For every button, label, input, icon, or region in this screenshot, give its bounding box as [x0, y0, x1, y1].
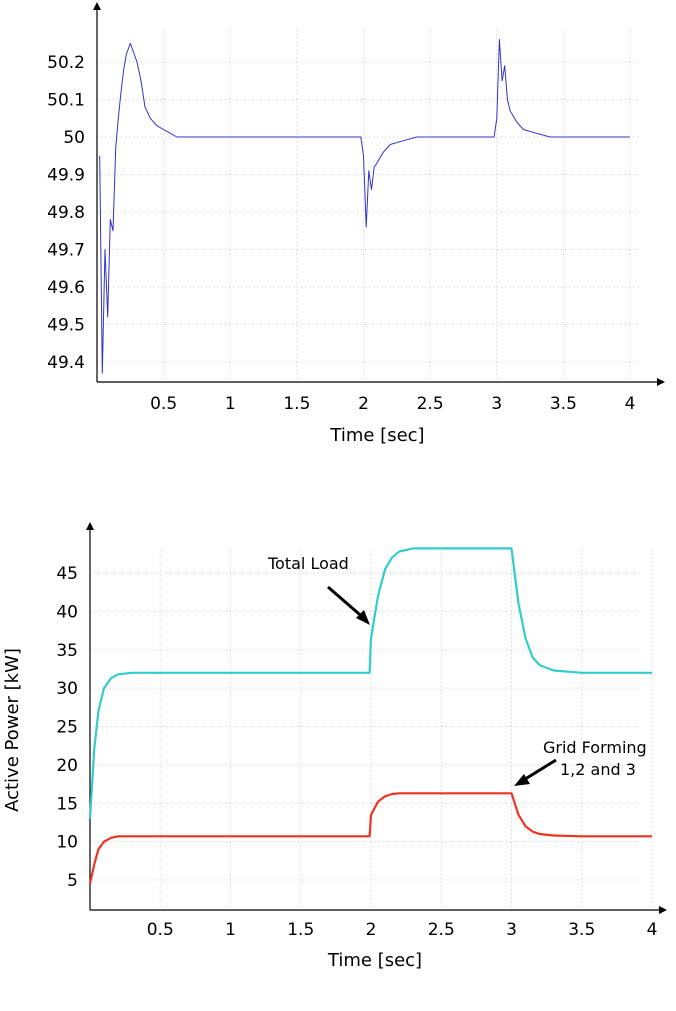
x-tick-label: 1.5 — [287, 920, 314, 940]
frequency-x-axis-arrow — [657, 378, 665, 386]
y-tick-label: 50 — [63, 128, 85, 148]
power-x-axis-label: Time [sec] — [327, 950, 422, 971]
power-grid — [90, 550, 653, 910]
frequency-x-axis-label: Time [sec] — [329, 425, 424, 446]
x-tick-label: 2.5 — [428, 920, 455, 940]
y-tick-label: 50.1 — [47, 91, 85, 111]
power-annotations: Total Load Grid Forming 1,2 and 3 — [267, 554, 647, 786]
annotation-grid-forming-arrow — [521, 758, 557, 783]
frequency-y-axis-arrow — [93, 2, 101, 10]
y-tick-label: 49.7 — [47, 241, 85, 261]
annotation-grid-forming-line2: 1,2 and 3 — [560, 760, 636, 779]
x-tick-label: 3 — [491, 394, 502, 414]
annotation-total-load: Total Load — [267, 554, 349, 573]
x-tick-label: 3.5 — [550, 394, 577, 414]
y-tick-label: 5 — [67, 871, 78, 891]
annotation-arrowhead — [356, 610, 370, 625]
y-tick-label: 25 — [56, 718, 78, 738]
annotation-grid-forming-line1: Grid Forming — [543, 738, 647, 757]
x-tick-label: 2 — [358, 394, 369, 414]
y-tick-label: 35 — [56, 641, 78, 661]
x-tick-label: 4 — [647, 920, 658, 940]
y-tick-label: 50.2 — [47, 53, 85, 73]
y-tick-label: 45 — [56, 564, 78, 584]
x-tick-label: 2 — [366, 920, 377, 940]
y-tick-label: 10 — [56, 833, 78, 853]
frequency-axes — [93, 2, 665, 386]
y-tick-label: 49.9 — [47, 166, 85, 186]
power-y-axis-arrow — [86, 522, 94, 530]
x-tick-label: 2.5 — [417, 394, 444, 414]
y-tick-label: 15 — [56, 794, 78, 814]
power-x-axis-arrow — [659, 906, 667, 914]
frequency-chart: 0.5 1 1.5 2 2.5 3 3.5 4 49.4 49.5 49.6 49.7 49.8 49.9… — [47, 2, 665, 446]
x-tick-label: 0.5 — [150, 394, 177, 414]
y-tick-label: 49.8 — [47, 203, 85, 223]
power-y-axis-label: Active Power [kW] — [2, 648, 23, 812]
x-tick-label: 1 — [225, 920, 236, 940]
power-series — [88, 547, 652, 885]
x-tick-label: 0.5 — [147, 920, 174, 940]
x-tick-label: 3.5 — [568, 920, 595, 940]
power-axes — [86, 522, 667, 914]
x-tick-label: 1 — [225, 394, 236, 414]
x-tick-label: 1.5 — [283, 394, 310, 414]
series-line-1 — [88, 792, 652, 885]
series-line-0 — [88, 547, 652, 819]
y-tick-label: 40 — [56, 602, 78, 622]
y-tick-label: 49.5 — [47, 316, 85, 336]
y-tick-label: 20 — [56, 756, 78, 776]
frequency-series — [99, 39, 630, 374]
y-tick-label: 49.4 — [47, 353, 85, 373]
frequency-ticks: 0.5 1 1.5 2 2.5 3 3.5 4 49.4 49.5 49.6 49.7 49.8 49.9… — [47, 53, 635, 414]
y-tick-label: 30 — [56, 679, 78, 699]
y-tick-label: 49.6 — [47, 278, 85, 298]
frequency-grid — [97, 30, 638, 382]
series-line-0 — [99, 39, 630, 374]
annotation-arrowhead — [514, 774, 530, 786]
x-tick-label: 3 — [506, 920, 517, 940]
x-tick-label: 4 — [625, 394, 636, 414]
